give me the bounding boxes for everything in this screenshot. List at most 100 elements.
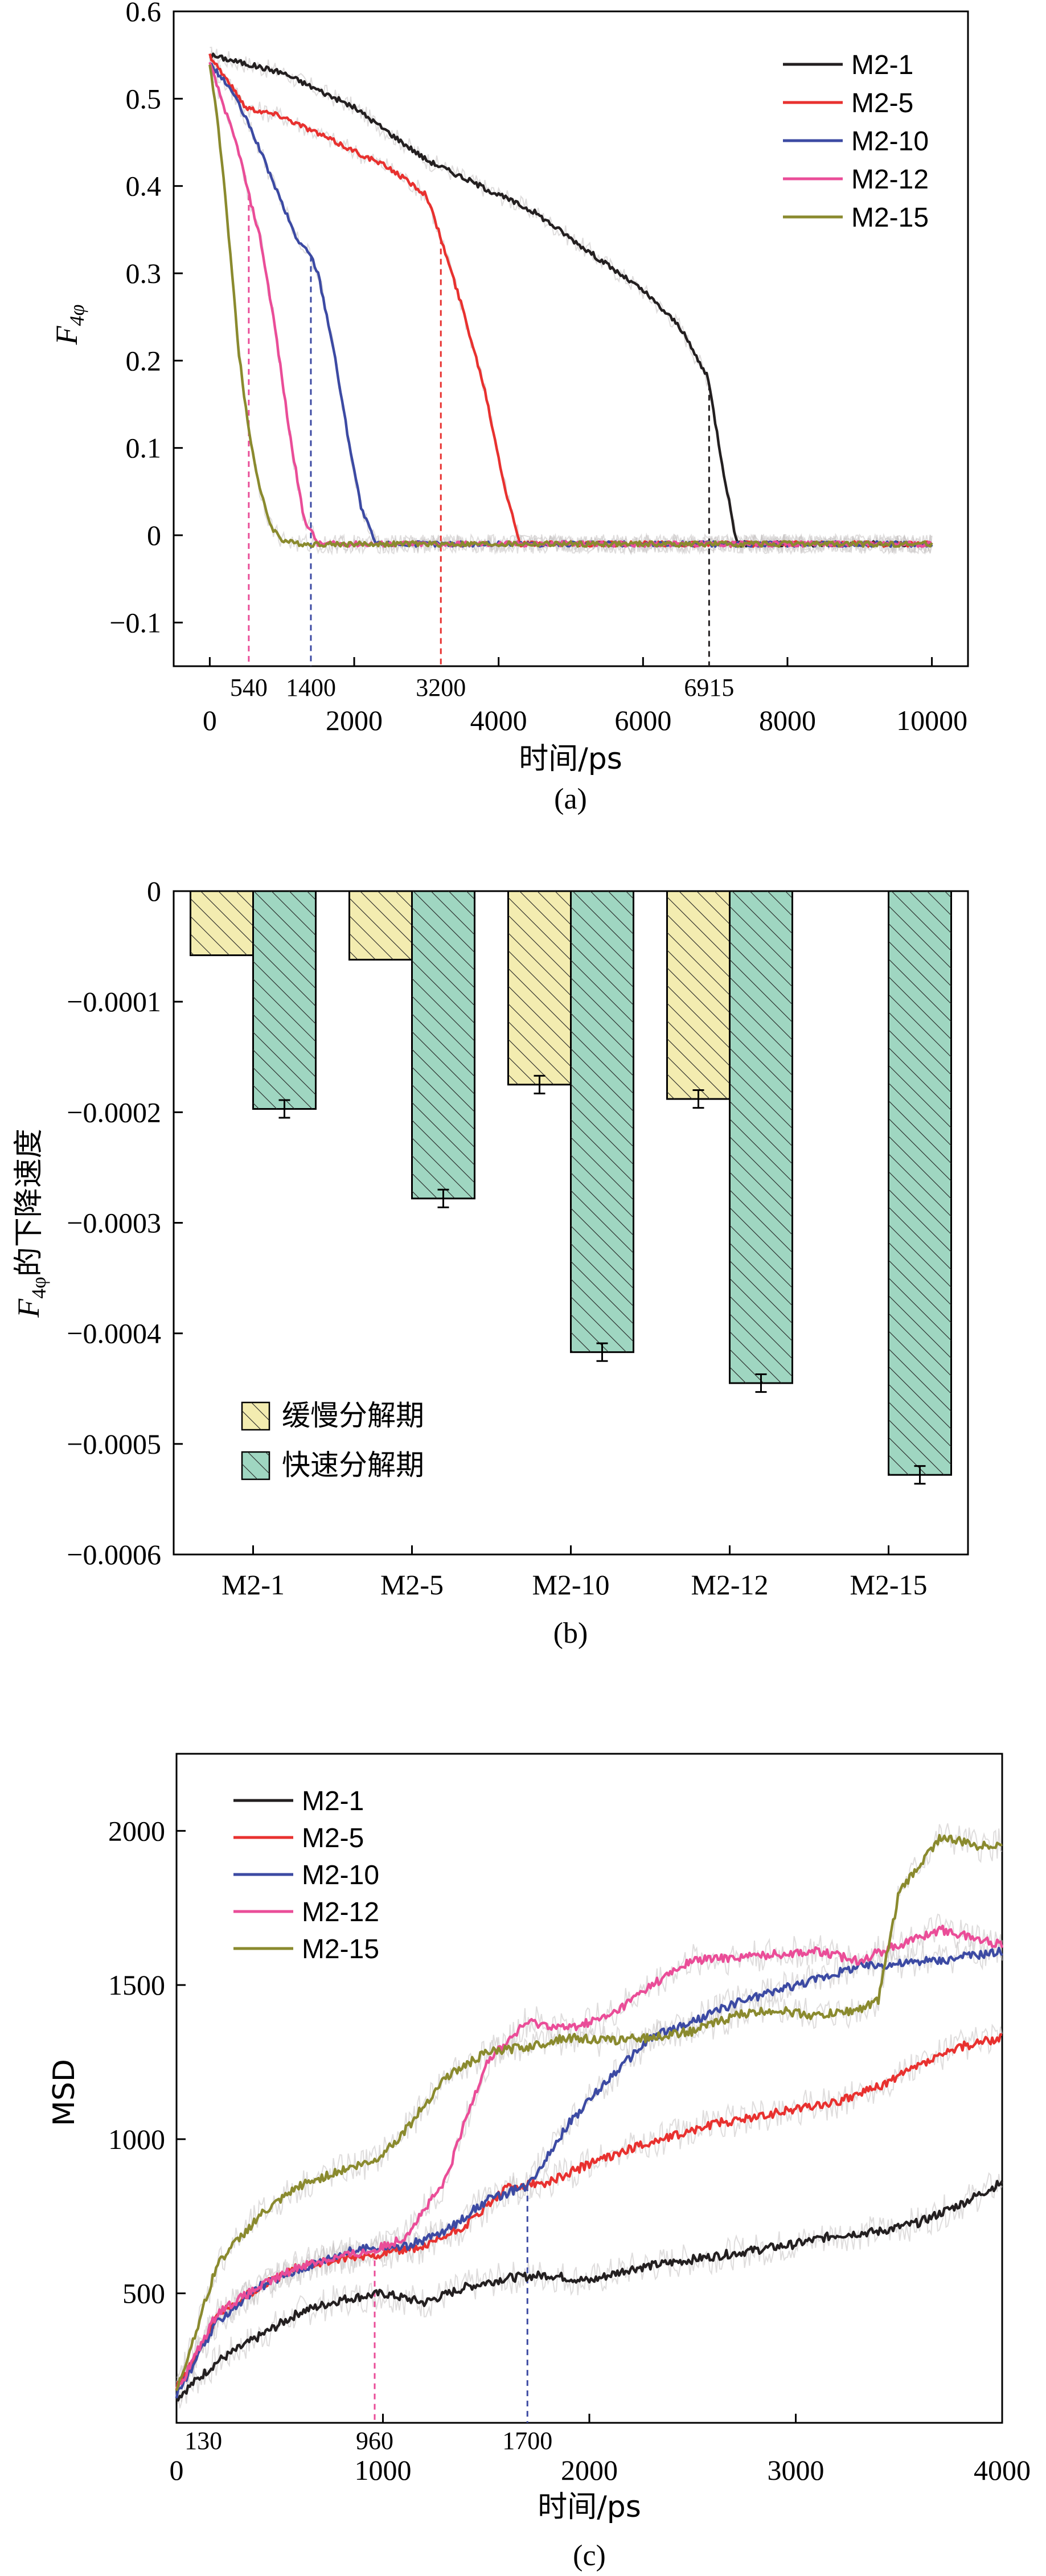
annotation-540: 540 xyxy=(230,674,268,702)
legend-swatch-slow-hatch xyxy=(242,1402,269,1430)
bar-hatch-m2-15-s1 xyxy=(888,891,951,1475)
series-line-m2-5 xyxy=(208,53,933,548)
panel-c-x-axis-label: 时间/ps xyxy=(538,2490,641,2524)
x-tick-label-m2-12: M2-12 xyxy=(691,1569,768,1601)
y-tick-label-3: 0.3 xyxy=(126,257,162,289)
panel-b-y-axis-label: F4φ的下降速度 xyxy=(11,1129,50,1318)
y-tick-label-7: −0.1 xyxy=(109,606,161,638)
series-line-m2-5 xyxy=(175,2033,1003,2390)
annotation-130: 130 xyxy=(184,2427,222,2455)
y-tick-label-6: −0.0006 xyxy=(67,1539,161,1570)
panel-c-guide-lines xyxy=(374,2185,528,2423)
x-tick-label-4: 4000 xyxy=(974,2454,1031,2486)
panel-b-ticks: 0 −0.0001 −0.0002 −0.0003 −0.0004 −0.0005 −0.0… xyxy=(67,875,927,1601)
panel-c-legend: M2-1 M2-5 M2-10 M2-12 M2-15 xyxy=(233,1786,379,1964)
annotation-1700: 1700 xyxy=(502,2427,552,2455)
legend-label-m2-15: M2-15 xyxy=(302,1934,379,1964)
ylabel-main: F xyxy=(50,325,84,345)
panel-c-series-lines xyxy=(175,1833,1004,2402)
bar-hatch-m2-5-s0 xyxy=(349,891,412,960)
x-tick-label-1: 2000 xyxy=(326,704,383,736)
bar-hatch-m2-12-s1 xyxy=(729,891,793,1384)
legend-label-m2-12: M2-12 xyxy=(851,165,929,195)
raw-trace-m2-15 xyxy=(209,57,933,556)
legend-label-m2-12: M2-12 xyxy=(302,1897,379,1927)
x-tick-label-1: 1000 xyxy=(355,2454,412,2486)
annotation-3200: 3200 xyxy=(416,674,466,702)
panel-a-y-axis-label: F4φ xyxy=(50,305,88,346)
panel-a-axes-frame xyxy=(173,10,969,667)
x-tick-label-m2-15: M2-15 xyxy=(850,1569,927,1601)
x-tick-label-3: 6000 xyxy=(614,704,671,736)
panel-a-ticks: 0 2000 4000 6000 8000 10000 0.6 0.5 0.4 0.3 0.2 0.1… xyxy=(109,0,967,736)
panel-a: 0 2000 4000 6000 8000 10000 0.6 0.5 0.4 0.3 0.2 0.1… xyxy=(50,0,969,815)
y-tick-label-4: −0.0004 xyxy=(67,1318,161,1349)
panel-a-raw-traces xyxy=(209,47,933,556)
bar-hatch-m2-1-s0 xyxy=(190,891,253,955)
x-tick-label-3: 3000 xyxy=(768,2454,825,2486)
panel-a-series-lines xyxy=(208,52,933,548)
legend-swatch-fast-hatch xyxy=(242,1452,269,1479)
legend-label-m2-1: M2-1 xyxy=(851,50,913,80)
panel-b-bars xyxy=(190,890,952,1485)
legend-label-m2-10: M2-10 xyxy=(302,1860,379,1890)
panel-a-caption: (a) xyxy=(554,783,587,815)
series-line-m2-12 xyxy=(175,1924,1004,2390)
y-tick-label-2: 0.4 xyxy=(126,170,162,202)
bar-hatch-m2-10-s1 xyxy=(571,891,634,1352)
panel-c-ticks: 0 1000 2000 3000 4000 2000 1500 1000 500 xyxy=(108,1815,1031,2486)
series-line-m2-15 xyxy=(208,64,933,548)
panel-b-legend: 缓慢分解期 快速分解期 xyxy=(241,1399,424,1482)
y-tick-label-5: 0.1 xyxy=(126,432,162,464)
x-tick-label-2: 2000 xyxy=(561,2454,618,2486)
x-tick-label-0: 0 xyxy=(203,704,217,736)
annotation-6915: 6915 xyxy=(684,674,734,702)
ylabel-sub: 4φ xyxy=(27,1277,50,1299)
y-tick-label-3: −0.0003 xyxy=(67,1207,161,1239)
legend-label-m2-15: M2-15 xyxy=(851,203,929,233)
y-tick-label-6: 0 xyxy=(147,519,161,551)
bar-hatch-m2-10-s0 xyxy=(508,891,571,1085)
svg-text:F4φ: F4φ xyxy=(50,305,88,346)
y-tick-label-0: 0 xyxy=(147,875,161,907)
raw-trace-m2-5 xyxy=(209,48,933,555)
ylabel-rest: 的下降速度 xyxy=(12,1129,46,1277)
raw-trace-m2-1 xyxy=(176,2172,1003,2409)
annotation-1400: 1400 xyxy=(286,674,336,702)
raw-trace-m2-5 xyxy=(176,2023,1003,2391)
x-tick-label-m2-10: M2-10 xyxy=(532,1569,609,1601)
y-tick-label-3: 500 xyxy=(122,2278,165,2310)
panel-a-annotations: 540 1400 3200 6915 xyxy=(230,674,734,702)
bar-hatch-m2-5-s1 xyxy=(412,891,475,1199)
panel-c-raw-traces xyxy=(176,1823,1003,2409)
panel-b: 0 −0.0001 −0.0002 −0.0003 −0.0004 −0.0005 −0.0… xyxy=(11,875,969,1650)
raw-trace-m2-15 xyxy=(176,1823,1003,2387)
raw-trace-m2-1 xyxy=(210,47,933,555)
series-line-m2-1 xyxy=(209,52,933,548)
svg-text:F4φ的下降速度: F4φ的下降速度 xyxy=(11,1129,50,1318)
raw-trace-m2-12 xyxy=(176,1913,1003,2390)
bar-hatch-m2-12-s0 xyxy=(667,891,730,1100)
legend-label-slow: 缓慢分解期 xyxy=(282,1399,424,1432)
legend-label-fast: 快速分解期 xyxy=(282,1449,424,1482)
y-tick-label-4: 0.2 xyxy=(126,344,162,376)
annotation-960: 960 xyxy=(356,2427,393,2455)
y-tick-label-1: 0.5 xyxy=(126,83,162,114)
x-tick-label-5: 10000 xyxy=(896,704,967,736)
y-tick-label-2: −0.0002 xyxy=(67,1096,161,1128)
panel-a-legend: M2-1 M2-5 M2-10 M2-12 M2-15 xyxy=(783,50,929,233)
x-tick-label-m2-5: M2-5 xyxy=(380,1569,444,1601)
legend-label-m2-10: M2-10 xyxy=(851,126,929,157)
bar-hatch-m2-1-s1 xyxy=(253,891,316,1109)
y-tick-label-2: 1000 xyxy=(108,2123,165,2155)
x-tick-label-m2-1: M2-1 xyxy=(221,1569,285,1601)
ylabel-main: F xyxy=(11,1298,46,1318)
y-tick-label-0: 0.6 xyxy=(126,0,162,27)
panel-c-y-axis-label: MSD xyxy=(47,2059,81,2126)
y-tick-label-1: −0.0001 xyxy=(67,986,161,1018)
x-tick-label-0: 0 xyxy=(170,2454,184,2486)
legend-label-m2-1: M2-1 xyxy=(302,1786,364,1816)
y-tick-label-0: 2000 xyxy=(108,1815,165,1847)
